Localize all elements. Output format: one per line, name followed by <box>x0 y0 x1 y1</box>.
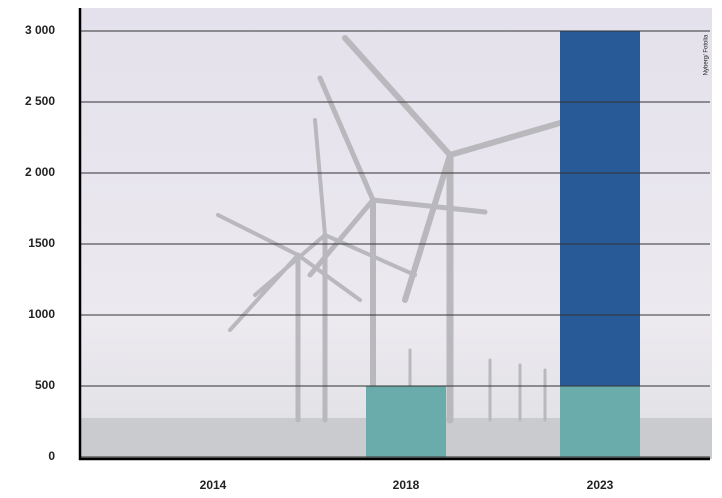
bar-segment <box>560 31 640 386</box>
y-tick-label: 2 000 <box>25 165 55 179</box>
y-tick-label: 3 000 <box>25 23 55 37</box>
y-tick-label: 500 <box>35 378 55 392</box>
y-tick-label: 1000 <box>28 307 55 321</box>
y-tick-label: 0 <box>48 449 55 463</box>
x-tick-label: 2018 <box>393 478 420 492</box>
y-tick-label: 2 500 <box>25 94 55 108</box>
x-tick-label: 2014 <box>200 478 227 492</box>
bar-segment <box>366 386 446 457</box>
bar-segment <box>560 386 640 457</box>
photo-credit: Nyberg/ Fotolia <box>704 34 710 75</box>
x-tick-label: 2023 <box>587 478 614 492</box>
y-tick-label: 1500 <box>28 236 55 250</box>
